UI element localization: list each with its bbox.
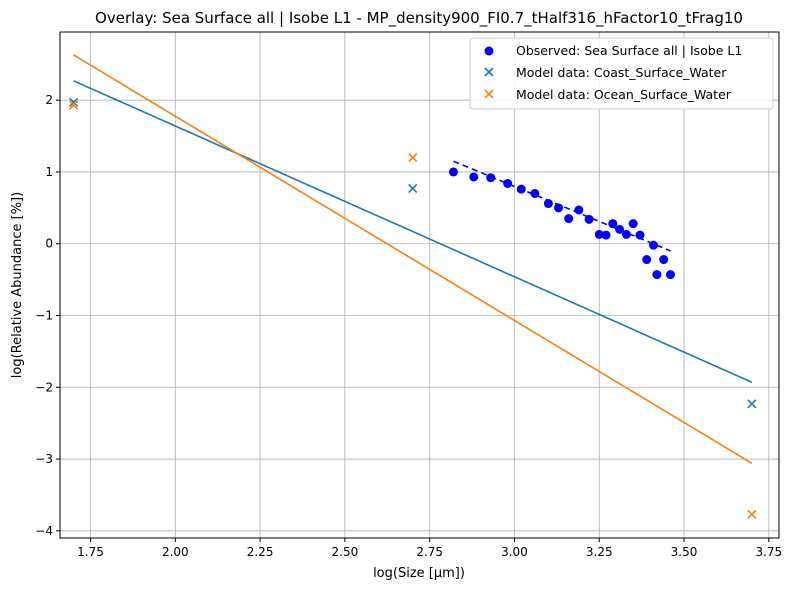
model-point (69, 97, 79, 107)
fit-lines (73, 54, 753, 465)
observed-fit-line (453, 160, 671, 252)
x-tick-label: 3.25 (586, 545, 613, 559)
observed-point (584, 214, 594, 224)
observed-point (615, 224, 625, 234)
observed-point (530, 188, 540, 198)
x-tick-label: 1.75 (77, 545, 104, 559)
legend-marker-coast (484, 67, 494, 77)
observed-point (608, 219, 618, 229)
legend: Observed: Sea Surface all | Isobe L1 Mod… (469, 37, 774, 110)
observed-point (503, 178, 513, 188)
x-tick-label: 3.75 (755, 545, 782, 559)
observed-point (574, 205, 584, 215)
data-points (69, 97, 757, 519)
model-fit-line (73, 54, 753, 465)
observed-point (469, 172, 479, 182)
observed-point (564, 214, 574, 224)
observed-point (652, 270, 662, 280)
observed-point (635, 230, 645, 240)
legend-label-coast: Model data: Coast_Surface_Water (516, 65, 727, 80)
x-axis: 1.75 2.00 2.25 2.50 2.75 3.00 3.25 3.50 3.75 (77, 538, 782, 559)
x-tick-label: 3.50 (671, 545, 698, 559)
model-point (408, 153, 418, 163)
legend-label-ocean: Model data: Ocean_Surface_Water (516, 87, 732, 102)
observed-point (486, 173, 496, 183)
x-axis-label: log(Size [µm]) (373, 566, 465, 581)
observed-point (554, 203, 564, 213)
y-axis: −4 −3 −2 −1 0 1 2 (35, 93, 60, 538)
observed-point (642, 255, 652, 265)
x-tick-label: 2.50 (332, 545, 359, 559)
legend-label-observed: Observed: Sea Surface all | Isobe L1 (516, 43, 742, 58)
observed-point (448, 167, 458, 177)
observed-point (649, 240, 659, 250)
model-point (747, 509, 757, 519)
model-point (747, 399, 757, 409)
grid (60, 32, 779, 538)
observed-point (665, 270, 675, 280)
observed-point (543, 199, 553, 209)
x-tick-label: 2.25 (247, 545, 274, 559)
observed-point (601, 230, 611, 240)
y-tick-label: 1 (45, 165, 53, 179)
observed-point (594, 229, 604, 239)
model-fit-line (73, 80, 753, 383)
observed-point (628, 219, 638, 229)
model-point (69, 100, 79, 110)
y-axis-label: log(Relative Abundance [%]) (10, 192, 25, 378)
x-tick-label: 2.75 (416, 545, 443, 559)
y-tick-label: −1 (35, 309, 53, 323)
observed-point (621, 229, 631, 239)
y-tick-label: −2 (35, 380, 53, 394)
legend-marker-ocean (484, 89, 494, 99)
legend-marker-observed (484, 46, 494, 56)
y-tick-label: 0 (45, 237, 53, 251)
x-tick-label: 3.00 (501, 545, 528, 559)
y-tick-label: −4 (35, 524, 53, 538)
x-tick-label: 2.00 (162, 545, 189, 559)
chart-title: Overlay: Sea Surface all | Isobe L1 - MP… (95, 9, 743, 28)
observed-point (516, 184, 526, 194)
legend-box (469, 37, 774, 110)
observed-point (659, 255, 669, 265)
y-tick-label: −3 (35, 452, 53, 466)
y-tick-label: 2 (45, 93, 53, 107)
model-point (408, 183, 418, 194)
plot-frame (59, 31, 780, 539)
